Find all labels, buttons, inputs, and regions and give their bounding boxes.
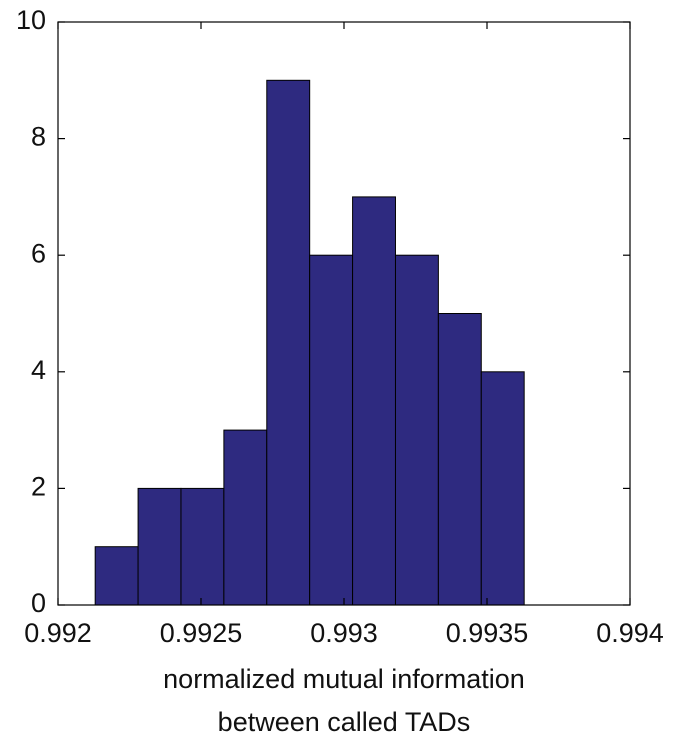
y-tick-label: 10 (16, 5, 46, 35)
x-tick-label: 0.9925 (160, 618, 243, 648)
bar (437, 313, 482, 606)
y-tick-label: 4 (31, 355, 46, 385)
bar (394, 254, 439, 606)
bar (266, 79, 311, 606)
x-tick-label: 0.992 (24, 618, 92, 648)
x-tick-label: 0.993 (310, 618, 378, 648)
y-tick-label: 8 (31, 122, 46, 152)
bar (480, 371, 525, 606)
bar (137, 487, 182, 606)
x-tick-label: 0.9935 (446, 618, 529, 648)
bar (94, 546, 139, 606)
x-axis-label: normalized mutual information (163, 664, 525, 694)
bar (309, 254, 354, 606)
y-tick-label: 0 (31, 588, 46, 618)
bar (223, 429, 268, 606)
bar (352, 196, 396, 606)
x-tick-label: 0.994 (596, 618, 664, 648)
x-axis-label: between called TADs (218, 707, 471, 737)
bar (180, 487, 225, 606)
y-tick-label: 2 (31, 472, 46, 502)
y-tick-label: 6 (31, 238, 46, 268)
